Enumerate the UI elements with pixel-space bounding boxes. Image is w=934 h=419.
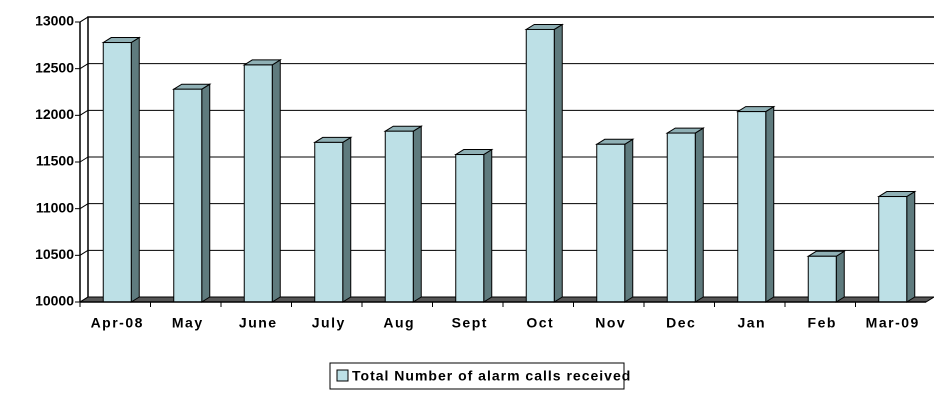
bar-front bbox=[525, 28, 555, 303]
bar-side bbox=[483, 148, 493, 303]
bar-side bbox=[906, 190, 916, 303]
x-tick-label: May bbox=[172, 315, 204, 331]
x-tick-label: July bbox=[312, 315, 346, 331]
grid-side bbox=[79, 16, 89, 23]
x-tick-label: Dec bbox=[666, 315, 696, 331]
x-tick-label: Sept bbox=[452, 315, 488, 331]
grid-side bbox=[79, 296, 89, 303]
bar-front bbox=[596, 143, 626, 303]
x-tick-label: Nov bbox=[595, 315, 626, 331]
x-tick-label: Mar-09 bbox=[866, 315, 920, 331]
bar-front bbox=[243, 64, 273, 303]
bar-front bbox=[737, 111, 767, 303]
bar bbox=[242, 59, 282, 303]
x-tick-label: Aug bbox=[383, 315, 415, 331]
bar-front bbox=[173, 88, 203, 303]
bar bbox=[383, 125, 423, 303]
y-tick-label: 12000 bbox=[35, 106, 74, 122]
bar-side bbox=[694, 127, 704, 303]
grid-side bbox=[79, 63, 89, 70]
y-tick-label: 10500 bbox=[35, 246, 74, 262]
bar bbox=[736, 105, 776, 303]
bar-front bbox=[384, 130, 414, 303]
bar-side bbox=[130, 36, 140, 303]
bar-front bbox=[455, 154, 485, 303]
bar-side bbox=[412, 125, 422, 303]
bar-front bbox=[314, 141, 344, 303]
y-tick-label: 10000 bbox=[35, 293, 74, 309]
bar-front bbox=[807, 255, 837, 303]
y-tick-label: 12500 bbox=[35, 59, 74, 75]
bar bbox=[101, 36, 141, 303]
bar bbox=[595, 138, 635, 303]
bar-side bbox=[342, 136, 352, 303]
bar-front bbox=[878, 196, 908, 303]
grid-side bbox=[79, 203, 89, 210]
bar-side bbox=[835, 250, 845, 303]
bar-side bbox=[624, 138, 634, 303]
bar bbox=[877, 190, 917, 303]
bar bbox=[665, 127, 705, 303]
bar bbox=[454, 148, 494, 303]
x-tick-label: June bbox=[239, 315, 278, 331]
bar bbox=[524, 23, 564, 303]
x-tick-label: Apr-08 bbox=[91, 315, 144, 331]
x-tick-label: Jan bbox=[737, 315, 766, 331]
legend-label: Total Number of alarm calls received bbox=[352, 368, 631, 384]
legend-box bbox=[329, 362, 625, 390]
y-tick-label: 11000 bbox=[36, 199, 74, 215]
bar-front bbox=[666, 132, 696, 303]
bar bbox=[806, 250, 846, 303]
bar-side bbox=[271, 59, 281, 303]
bar-side bbox=[201, 83, 211, 303]
y-tick-label: 13000 bbox=[35, 13, 74, 29]
bar bbox=[172, 83, 212, 303]
bar-side bbox=[765, 105, 775, 303]
x-tick-label: Oct bbox=[526, 315, 554, 331]
y-tick-label: 11500 bbox=[36, 153, 74, 169]
grid-side bbox=[79, 249, 89, 256]
bar bbox=[313, 136, 353, 303]
x-tick-label: Feb bbox=[808, 315, 837, 331]
bar-side bbox=[553, 23, 563, 303]
bar-front bbox=[102, 42, 132, 303]
legend-swatch bbox=[336, 369, 349, 382]
grid-side bbox=[79, 109, 89, 116]
grid-side bbox=[79, 156, 89, 163]
